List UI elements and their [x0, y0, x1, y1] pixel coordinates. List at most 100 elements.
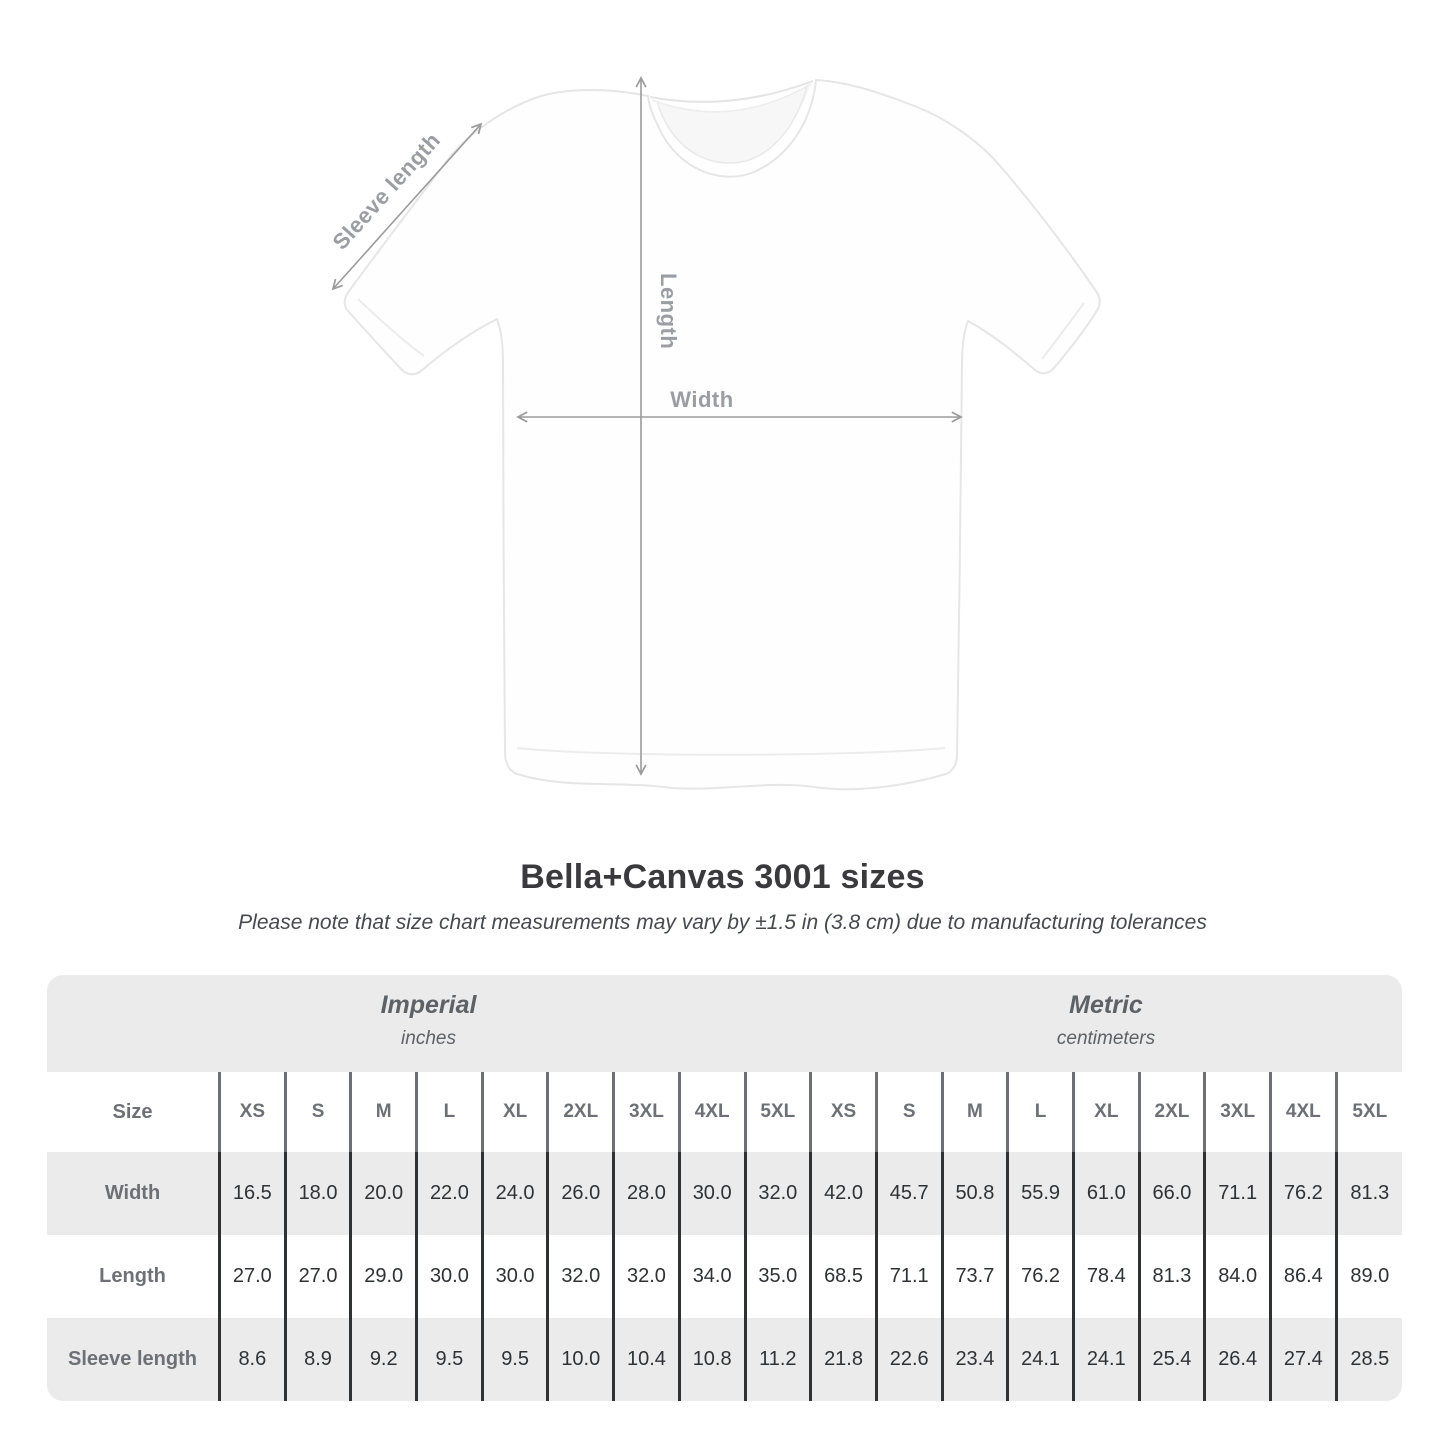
value-cell-imperial: 9.2: [349, 1318, 417, 1401]
metric-unit: centimeters: [1056, 1028, 1156, 1049]
value-cell-metric: 81.3: [1334, 1152, 1402, 1235]
size-header-metric-5: 2XL: [1137, 1072, 1205, 1152]
value-cell-imperial: 35.0: [743, 1235, 811, 1318]
size-header-imperial-0: XS: [218, 1072, 286, 1152]
size-table: Size XS S M L XL 2XL 3XL 4XL 5XL XS S M L XL 2XL 3XL 4XL 5…: [47, 1072, 1402, 1401]
value-cell-imperial: 24.0: [480, 1152, 548, 1235]
size-header-imperial-5: 2XL: [546, 1072, 614, 1152]
size-header-metric-4: XL: [1071, 1072, 1140, 1152]
width-label: Width: [670, 387, 733, 412]
value-cell-metric: 68.5: [809, 1235, 877, 1318]
size-header-imperial-1: S: [283, 1072, 351, 1152]
value-cell-metric: 61.0: [1071, 1152, 1140, 1235]
size-header-imperial-7: 4XL: [677, 1072, 745, 1152]
value-cell-imperial: 32.0: [743, 1152, 811, 1235]
tshirt-diagram-svg: Sleeve length Length Width: [328, 76, 1101, 791]
value-cell-metric: 25.4: [1137, 1318, 1205, 1401]
row-label: Width: [47, 1152, 220, 1235]
value-cell-metric: 76.2: [1006, 1235, 1074, 1318]
value-cell-metric: 76.2: [1269, 1152, 1337, 1235]
size-header-row: Size XS S M L XL 2XL 3XL 4XL 5XL XS S M L XL 2XL 3XL 4XL 5…: [47, 1072, 1402, 1152]
unit-group-metric: Metric centimeters: [810, 975, 1402, 1072]
value-cell-metric: 86.4: [1269, 1235, 1337, 1318]
length-label: Length: [656, 273, 681, 349]
value-cell-metric: 24.1: [1071, 1318, 1140, 1401]
value-cell-imperial: 22.0: [415, 1152, 483, 1235]
value-cell-metric: 73.7: [940, 1235, 1008, 1318]
value-cell-imperial: 11.2: [743, 1318, 811, 1401]
size-header-metric-1: S: [874, 1072, 943, 1152]
value-cell-metric: 24.1: [1006, 1318, 1074, 1401]
unit-header: Imperial inches Metric centimeters: [47, 975, 1402, 1072]
value-cell-imperial: 20.0: [349, 1152, 417, 1235]
value-cell-imperial: 26.0: [546, 1152, 614, 1235]
value-cell-imperial: 30.0: [480, 1235, 548, 1318]
value-cell-imperial: 10.4: [612, 1318, 680, 1401]
value-cell-imperial: 10.0: [546, 1318, 614, 1401]
value-cell-imperial: 8.9: [283, 1318, 351, 1401]
size-header-metric-7: 4XL: [1269, 1072, 1337, 1152]
imperial-label: Imperial: [380, 991, 477, 1019]
value-cell-metric: 45.7: [874, 1152, 943, 1235]
value-cell-imperial: 27.0: [218, 1235, 286, 1318]
value-cell-metric: 89.0: [1334, 1235, 1402, 1318]
sleeve-length-arrow: [331, 122, 483, 291]
size-header-imperial-2: M: [349, 1072, 417, 1152]
unit-group-imperial: Imperial inches: [47, 975, 810, 1072]
size-header-imperial-3: L: [415, 1072, 483, 1152]
size-header-metric-3: L: [1006, 1072, 1074, 1152]
value-cell-imperial: 30.0: [415, 1235, 483, 1318]
value-cell-metric: 42.0: [809, 1152, 877, 1235]
size-header-metric-6: 3XL: [1203, 1072, 1271, 1152]
size-header-imperial-4: XL: [480, 1072, 548, 1152]
value-cell-metric: 27.4: [1269, 1318, 1337, 1401]
size-column-label: Size: [47, 1072, 220, 1152]
value-cell-imperial: 32.0: [612, 1235, 680, 1318]
tshirt-silhouette: [343, 79, 1101, 791]
value-cell-imperial: 8.6: [218, 1318, 286, 1401]
value-cell-metric: 84.0: [1203, 1235, 1271, 1318]
heading: Bella+Canvas 3001 sizes Please note that…: [0, 858, 1445, 935]
value-cell-imperial: 29.0: [349, 1235, 417, 1318]
value-cell-imperial: 28.0: [612, 1152, 680, 1235]
value-cell-metric: 71.1: [874, 1235, 943, 1318]
size-header-metric-8: 5XL: [1334, 1072, 1402, 1152]
value-cell-imperial: 32.0: [546, 1235, 614, 1318]
value-cell-metric: 26.4: [1203, 1318, 1271, 1401]
value-cell-imperial: 30.0: [677, 1152, 745, 1235]
page-title: Bella+Canvas 3001 sizes: [520, 858, 925, 896]
value-cell-metric: 21.8: [809, 1318, 877, 1401]
value-cell-metric: 71.1: [1203, 1152, 1271, 1235]
table-row: Width 16.5 18.0 20.0 22.0 24.0 26.0 28.0 30.0 32.…: [47, 1152, 1402, 1235]
value-cell-metric: 28.5: [1334, 1318, 1402, 1401]
size-header-metric-0: XS: [809, 1072, 877, 1152]
value-cell-imperial: 10.8: [677, 1318, 745, 1401]
value-cell-imperial: 9.5: [415, 1318, 483, 1401]
tshirt-measurement-diagram: Sleeve length Length Width: [328, 76, 1101, 791]
value-cell-metric: 78.4: [1071, 1235, 1140, 1318]
row-label: Length: [47, 1235, 220, 1318]
size-table-body: Size XS S M L XL 2XL 3XL 4XL 5XL XS S M L XL 2XL 3XL 4XL 5…: [47, 1072, 1402, 1401]
value-cell-imperial: 34.0: [677, 1235, 745, 1318]
value-cell-imperial: 9.5: [480, 1318, 548, 1401]
tolerance-note: Please note that size chart measurements…: [238, 911, 1207, 934]
value-cell-imperial: 16.5: [218, 1152, 286, 1235]
value-cell-metric: 22.6: [874, 1318, 943, 1401]
imperial-unit: inches: [401, 1028, 456, 1049]
value-cell-imperial: 18.0: [283, 1152, 351, 1235]
size-header-imperial-6: 3XL: [612, 1072, 680, 1152]
size-chart: Imperial inches Metric centimeters Size X…: [47, 975, 1402, 1401]
value-cell-metric: 81.3: [1137, 1235, 1205, 1318]
size-header-metric-2: M: [940, 1072, 1008, 1152]
row-label: Sleeve length: [47, 1318, 220, 1401]
value-cell-metric: 50.8: [940, 1152, 1008, 1235]
value-cell-metric: 55.9: [1006, 1152, 1074, 1235]
value-cell-metric: 66.0: [1137, 1152, 1205, 1235]
value-cell-metric: 23.4: [940, 1318, 1008, 1401]
metric-label: Metric: [1069, 991, 1143, 1019]
measurement-arrows: [331, 76, 963, 776]
size-header-imperial-8: 5XL: [743, 1072, 811, 1152]
table-row: Length 27.0 27.0 29.0 30.0 30.0 32.0 32.0 34.0 35…: [47, 1235, 1402, 1318]
table-row: Sleeve length 8.6 8.9 9.2 9.5 9.5 10.0 10.4 10.8…: [47, 1318, 1402, 1401]
